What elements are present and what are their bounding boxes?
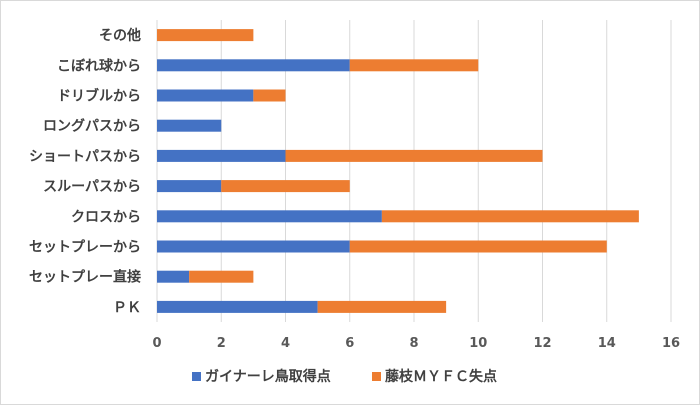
category-label: ショートパスから bbox=[29, 149, 141, 165]
category-label: セットプレー直接 bbox=[29, 269, 141, 286]
bar-segment-series-1 bbox=[349, 59, 479, 72]
category-label: ドリブルから bbox=[57, 88, 141, 105]
x-tick-label: 6 bbox=[345, 336, 354, 351]
bar-segment-series-1 bbox=[189, 270, 254, 283]
legend-label: ガイナーレ鳥取得点 bbox=[205, 368, 331, 385]
bar-segment-series-0 bbox=[157, 89, 254, 102]
bar-segment-series-1 bbox=[221, 180, 350, 193]
bar-segment-series-0 bbox=[157, 119, 222, 132]
legend: ガイナーレ鳥取得点 藤枝ＭＹＦＣ失点 bbox=[192, 368, 497, 385]
x-tick-label: 2 bbox=[217, 336, 226, 351]
x-tick-label: 12 bbox=[533, 336, 551, 351]
category-label: クロスから bbox=[71, 209, 141, 225]
x-tick-label: 10 bbox=[469, 336, 487, 351]
bar-segment-series-0 bbox=[157, 180, 222, 193]
bar-segment-series-1 bbox=[381, 210, 639, 223]
bar-segment-series-0 bbox=[157, 300, 318, 313]
x-tick-label: 4 bbox=[281, 336, 290, 351]
legend-swatch bbox=[372, 372, 381, 381]
x-tick-label: 14 bbox=[598, 336, 616, 351]
bars bbox=[157, 29, 639, 313]
bar-segment-series-0 bbox=[157, 59, 350, 72]
category-label: セットプレーから bbox=[29, 240, 141, 256]
bar-segment-series-1 bbox=[317, 300, 447, 313]
category-label: こぼれ球から bbox=[57, 57, 141, 74]
x-tick-labels: 0 2 4 6 8 10 12 14 16 bbox=[152, 336, 680, 351]
category-labels: その他こぼれ球からドリブルからロングパスからショートパスからスルーパスからクロス… bbox=[29, 27, 141, 316]
category-label: ＰＫ bbox=[113, 300, 141, 316]
category-label: スルーパスから bbox=[43, 179, 141, 195]
bar-segment-series-1 bbox=[349, 240, 607, 253]
bar-segment-series-1 bbox=[157, 29, 254, 42]
legend-label: 藤枝ＭＹＦＣ失点 bbox=[385, 368, 497, 385]
category-label: ロングパスから bbox=[43, 118, 141, 135]
legend-swatch bbox=[192, 372, 201, 381]
bar-segment-series-0 bbox=[157, 210, 382, 223]
x-tick-label: 8 bbox=[409, 336, 418, 351]
bar-segment-series-1 bbox=[285, 149, 543, 162]
bar-segment-series-0 bbox=[157, 240, 350, 253]
x-tick-label: 16 bbox=[662, 336, 680, 351]
bar-segment-series-0 bbox=[157, 270, 190, 283]
category-label: その他 bbox=[99, 27, 141, 44]
x-tick-label: 0 bbox=[152, 336, 161, 351]
bar-segment-series-0 bbox=[157, 149, 286, 162]
bar-segment-series-1 bbox=[253, 89, 286, 102]
